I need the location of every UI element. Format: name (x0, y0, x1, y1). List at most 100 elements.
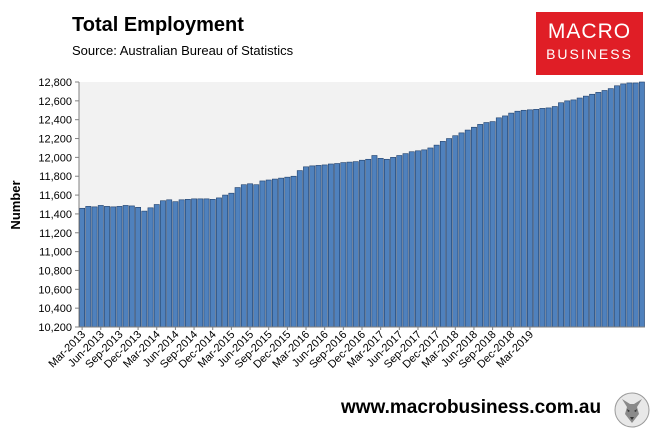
bar (545, 107, 552, 328)
bar (303, 166, 309, 328)
wolf-icon (614, 392, 650, 428)
y-tick-label: 11,800 (39, 171, 72, 183)
bar (371, 155, 378, 328)
bar (489, 121, 496, 328)
bar (514, 110, 521, 328)
bar (365, 158, 372, 328)
bar (396, 155, 403, 328)
bar (172, 201, 179, 328)
bar (184, 199, 191, 328)
bar (296, 170, 303, 328)
y-tick-label: 12,400 (38, 115, 72, 127)
y-tick-label: 10,200 (38, 322, 72, 334)
y-tick-label: 10,400 (38, 303, 72, 315)
bar (253, 184, 260, 328)
bar (135, 207, 141, 328)
bar (321, 164, 328, 328)
bar (247, 183, 253, 328)
bar (290, 175, 297, 328)
bar (589, 93, 596, 328)
bar (346, 161, 353, 328)
bar (104, 206, 110, 328)
chart-title: Total Employment (72, 14, 244, 36)
chart-source: Source: Australian Bureau of Statistics (72, 43, 294, 58)
bar (570, 99, 577, 328)
y-tick-label: 10,600 (38, 284, 72, 296)
bar (626, 82, 633, 328)
bar (607, 88, 614, 328)
bar (259, 180, 266, 328)
bar (576, 97, 583, 328)
bar (327, 163, 334, 328)
y-tick-label: 12,600 (38, 96, 72, 108)
bar (160, 200, 166, 328)
bar (178, 199, 185, 328)
y-tick-label: 11,600 (39, 190, 72, 202)
bar (601, 90, 608, 328)
bar (122, 205, 129, 328)
bar (638, 81, 645, 328)
bar (203, 198, 210, 328)
bar (421, 149, 428, 328)
bar (433, 144, 440, 328)
bar (446, 138, 452, 328)
y-tick-label: 10,800 (38, 265, 72, 277)
bar (315, 165, 322, 328)
bar-series (79, 81, 645, 328)
bar (439, 141, 446, 328)
bar (197, 198, 204, 328)
bar (495, 117, 502, 328)
bar (234, 187, 241, 328)
bar (128, 205, 135, 328)
bar (110, 206, 117, 328)
bar (539, 108, 546, 328)
y-tick-label: 11,000 (39, 247, 72, 259)
bar (595, 92, 602, 328)
bar (582, 95, 589, 328)
macrobusiness-logo: MACRO BUSINESS (536, 12, 643, 75)
bar (153, 204, 160, 328)
bar (464, 129, 471, 328)
bar (564, 100, 571, 328)
logo-line-2: BUSINESS (546, 46, 633, 62)
y-tick-label: 12,200 (38, 134, 72, 146)
y-tick-label: 11,200 (39, 228, 72, 240)
bar (309, 165, 316, 328)
bar (228, 192, 235, 328)
bar (390, 157, 397, 328)
bar (452, 135, 459, 328)
bar (85, 206, 92, 328)
y-axis: 10,200 10,400 10,600 10,800 11,000 11,200 11,4… (38, 77, 80, 334)
bar (508, 112, 515, 328)
bar (632, 82, 639, 328)
bar (408, 151, 415, 328)
bar (216, 197, 222, 328)
bar (278, 177, 285, 328)
y-axis-label: Number (8, 180, 23, 229)
bar (141, 210, 148, 328)
bar (402, 153, 409, 328)
y-tick-label: 12,800 (38, 77, 72, 89)
bar (477, 124, 484, 328)
bar (166, 199, 173, 328)
bar (377, 158, 384, 328)
bar (614, 85, 620, 328)
y-tick-label: 11,400 (39, 209, 72, 221)
bar (79, 207, 86, 328)
bar (334, 163, 341, 328)
bar (240, 184, 247, 328)
bar (620, 83, 627, 328)
bar (551, 106, 558, 328)
bar (222, 194, 229, 328)
bar (533, 109, 540, 328)
bar (284, 176, 291, 328)
bar (352, 161, 359, 328)
bar (502, 115, 508, 328)
bar (340, 162, 347, 328)
x-axis: Mar-2013Jun-2013Sep-2013Dec-2013Mar-2014… (46, 326, 645, 371)
bar (191, 198, 197, 328)
bar (147, 207, 154, 328)
bar (471, 126, 477, 328)
bar (483, 122, 490, 328)
